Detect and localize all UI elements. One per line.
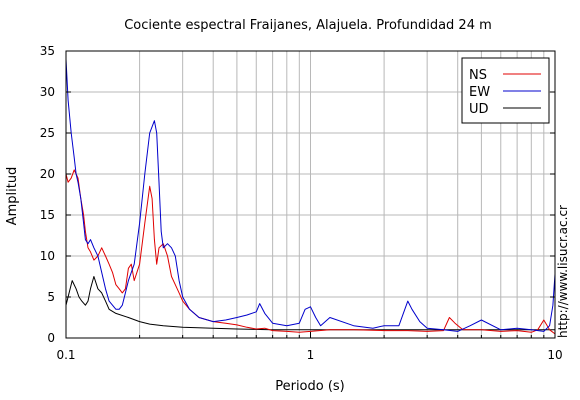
y-tick-label: 15 <box>40 208 55 222</box>
y-tick-label: 0 <box>47 331 55 345</box>
legend-label-ud: UD <box>469 102 489 117</box>
y-tick-label: 35 <box>40 44 55 58</box>
y-tick-label: 25 <box>40 126 55 140</box>
y-tick-label: 30 <box>40 85 55 99</box>
y-tick-label: 10 <box>40 249 55 263</box>
x-tick-label: 0.1 <box>56 348 75 362</box>
x-axis-title: Periodo (s) <box>275 379 345 394</box>
chart-title: Cociente espectral Fraijanes, Alajuela. … <box>124 18 492 33</box>
y-tick-label: 5 <box>47 290 55 304</box>
axis-ticks: 0.1 1 10 0 5 10 15 20 25 30 35 <box>40 44 563 362</box>
series-line-ud <box>65 276 555 331</box>
x-tick-label: 1 <box>307 348 315 362</box>
legend: NS EW UD <box>461 57 550 124</box>
series-line-ew <box>65 59 556 332</box>
y-axis-title: Amplitud <box>5 167 20 226</box>
credit-url: http://www.lisucr.ac.cr <box>556 205 570 338</box>
legend-label-ns: NS <box>469 68 487 83</box>
x-tick-label: 10 <box>547 348 562 362</box>
y-tick-label: 20 <box>40 167 55 181</box>
legend-label-ew: EW <box>469 85 490 100</box>
series-line-ns <box>65 169 556 335</box>
series-lines <box>65 59 556 335</box>
